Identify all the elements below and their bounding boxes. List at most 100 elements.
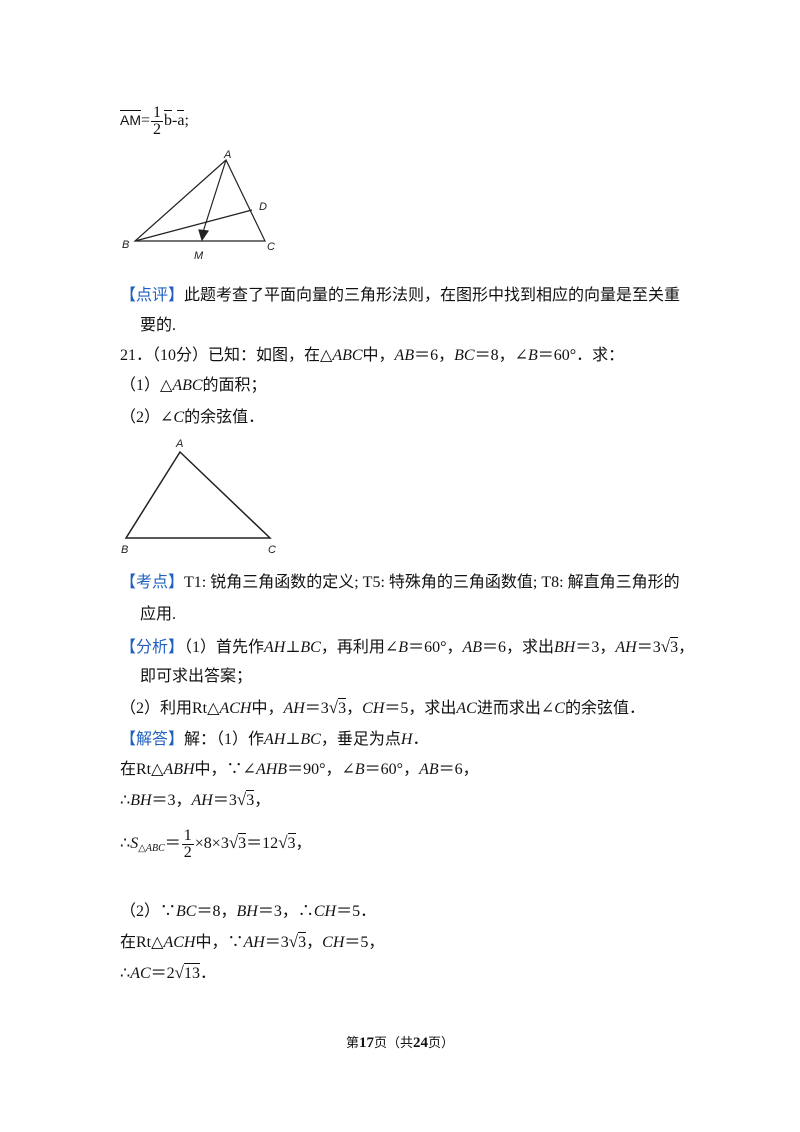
text: ＝60°．求： <box>537 347 625 364</box>
radicand: 3 <box>238 833 247 852</box>
text: （2）利用Rt△ <box>120 700 220 717</box>
radicand: 3 <box>287 833 296 852</box>
radical: √ <box>328 698 339 717</box>
text: 中，∵∠ <box>194 761 256 778</box>
symbol: ∴ <box>120 835 131 852</box>
text: ＝5，求出 <box>384 700 457 717</box>
variable: ABC <box>172 377 203 394</box>
section-tag: 【解答】 <box>120 731 185 748</box>
radical: √ <box>278 833 288 852</box>
point-label: M <box>194 250 204 262</box>
point-label: C <box>268 544 276 556</box>
section-tag: 【分析】 <box>120 639 185 656</box>
text: ＝8，∠ <box>474 347 528 364</box>
variable: ACH <box>163 934 196 951</box>
text: ＝60°， <box>364 761 420 778</box>
text: ＝2 <box>150 965 175 982</box>
variable: CH <box>362 700 385 717</box>
text: ⊥ <box>285 731 301 748</box>
variable: BC <box>300 731 321 748</box>
radical: √ <box>174 963 184 982</box>
footer: 第17页（共24页） <box>0 1032 800 1052</box>
text-line: 应用. <box>140 603 176 627</box>
vector: a <box>177 110 185 129</box>
variable: CH <box>313 903 337 920</box>
variable: BH <box>554 639 576 656</box>
radicand: 3 <box>298 932 307 951</box>
point-label: B <box>121 544 128 556</box>
variable: AH <box>615 639 637 656</box>
text-line: 在Rt△ABH中，∵∠AHB＝90°，∠B＝60°，AB＝6， <box>120 758 479 782</box>
symbol: = <box>141 112 151 129</box>
text: 的余弦值． <box>564 700 645 717</box>
text: ＝6， <box>438 761 479 778</box>
text-line: 【解答】解：（1）作AH⊥BC，垂足为点H． <box>120 728 428 752</box>
symbol: ; <box>184 112 189 129</box>
area-formula: ∴S△ABC＝ 1 2 ×8×3√3＝12√3， <box>120 823 312 863</box>
text: （1）首先作 <box>184 639 265 656</box>
text: ＝3 <box>636 639 661 656</box>
variable: AH <box>243 934 265 951</box>
text: （2）∠ <box>120 409 174 426</box>
text: ， <box>306 934 323 951</box>
variable: BC <box>454 347 475 364</box>
text-line: （2）∵BC＝8，BH＝3，∴CH＝5． <box>120 900 376 924</box>
point-label: A <box>223 149 231 161</box>
text: ＝3， <box>575 639 616 656</box>
denominator: 2 <box>153 120 162 138</box>
point-label: C <box>267 241 275 253</box>
text-line: ∴BH＝3，AH＝3√3， <box>120 788 270 812</box>
vector-formula: AM= 1 2 b-a; <box>120 100 189 140</box>
radicand: 3 <box>338 698 347 717</box>
text: ， <box>678 639 695 656</box>
variable: CH <box>322 934 345 951</box>
radical: √ <box>228 833 239 852</box>
text: 在Rt△ <box>120 934 164 951</box>
text-line: 即可求出答案； <box>140 665 252 689</box>
point-label: A <box>175 438 183 450</box>
text: ， <box>254 792 271 809</box>
denominator: 2 <box>183 843 192 861</box>
footer-text: 页（共 <box>373 1035 413 1050</box>
text-line: ∴AC＝2√13． <box>120 961 216 985</box>
text-line: 21．（10分）已知：如图，在△ABC中，AB＝6，BC＝8，∠B＝60°．求： <box>120 344 624 368</box>
text: T1: 锐角三角函数的定义; T5: 特殊角的三角函数值; T8: 解直角三角形… <box>184 574 680 591</box>
vector: AM <box>120 110 141 128</box>
text: ， <box>295 835 312 852</box>
numerator: 1 <box>151 103 164 122</box>
text: ＝6，求出 <box>482 639 555 656</box>
text: ，垂足为点 <box>320 731 401 748</box>
variable: AC <box>130 965 151 982</box>
text: ＝90°，∠ <box>287 761 355 778</box>
page-number: 17 <box>358 1035 374 1051</box>
variable: AHB <box>255 761 288 778</box>
text: ． <box>200 965 217 982</box>
text: 的面积； <box>202 377 267 394</box>
text: ×8×3 <box>194 835 229 852</box>
symbol: - <box>172 112 178 129</box>
text-line: （1）△ABC的面积； <box>120 374 267 398</box>
text: ＝5， <box>344 934 385 951</box>
text: 要的. <box>140 317 177 334</box>
radicand: 3 <box>246 790 255 809</box>
text: （2）∵ <box>120 903 177 920</box>
figure-1 <box>133 159 266 242</box>
text: 在Rt△ <box>120 761 164 778</box>
text: ⊥ <box>285 639 301 656</box>
segment <box>134 209 253 242</box>
text: 此题考查了平面向量的三角形法则，在图形中找到相应的向量是至关重 <box>184 287 681 304</box>
text: ，再利用∠ <box>320 639 399 656</box>
page-total: 24 <box>413 1035 428 1051</box>
text: ∴ <box>120 965 131 982</box>
text: 中， <box>251 700 284 717</box>
footer-text: 页） <box>428 1035 455 1050</box>
section-tag: 【点评】 <box>120 287 185 304</box>
variable: H <box>400 731 413 748</box>
text: ＝8， <box>196 903 237 920</box>
variable: BH <box>236 903 258 920</box>
text: ＝3 <box>304 700 329 717</box>
variable: AH <box>264 639 286 656</box>
numerator: 1 <box>181 826 194 845</box>
variable: BH <box>130 792 152 809</box>
